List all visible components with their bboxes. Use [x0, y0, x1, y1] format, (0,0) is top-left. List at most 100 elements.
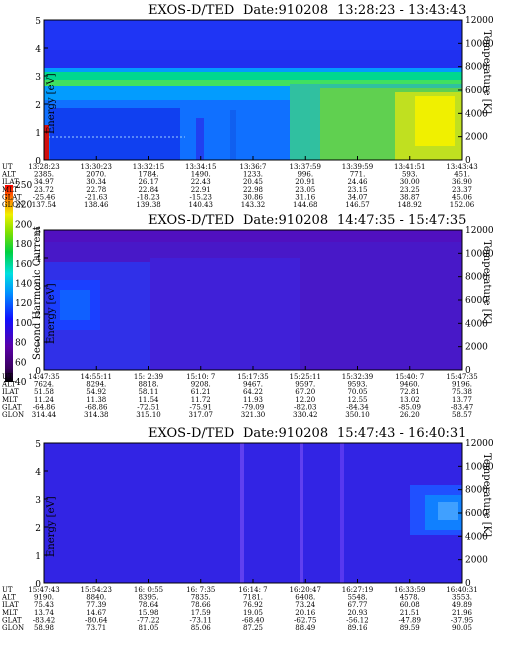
table-cell: 13:28:23: [28, 163, 59, 171]
table-cell: 13:37:59: [290, 163, 321, 171]
table-cell: 1233.: [243, 171, 263, 179]
panel-2: EXOS-D/TED Date:910208 14:47:35 - 15:47:…: [1, 213, 494, 419]
table-cell: 16:27:19: [342, 586, 373, 594]
y-tick-label: 0: [35, 367, 41, 377]
table-cell: 30.34: [86, 178, 107, 186]
y-tick-label: 2: [35, 524, 41, 534]
table-cell: 7181.: [243, 594, 263, 602]
table-cell: -64.86: [33, 403, 56, 411]
y2-tick-label: 8000: [465, 486, 488, 496]
table-row-label: GLAT: [2, 616, 22, 624]
table-cell: -75.91: [190, 403, 212, 411]
table-row-label: GLON: [2, 411, 24, 419]
table-cell: 22.84: [138, 186, 159, 194]
table-cell: 148.92: [398, 201, 423, 209]
y2-tick-label: 8000: [465, 63, 488, 73]
table-cell: 34.07: [347, 193, 367, 201]
colorbar-tick-label: 40: [15, 378, 27, 388]
table-cell: 26.17: [138, 178, 158, 186]
table-cell: 138.46: [84, 201, 109, 209]
table-cell: 20.91: [295, 178, 315, 186]
panel-3-date: Date:910208: [243, 426, 328, 441]
y2-tick-label: 4000: [465, 532, 488, 542]
table-cell: -84.34: [346, 403, 369, 411]
colorbar-tick-label: 100: [15, 319, 32, 329]
table-cell: 13:43:43: [446, 163, 477, 171]
table-cell: 16:20:47: [290, 586, 321, 594]
table-cell: 13:36:7: [240, 163, 267, 171]
table-cell: -25.46: [33, 193, 56, 201]
table-row-label: MLT: [2, 186, 18, 194]
table-cell: -56.12: [346, 616, 368, 624]
y2-tick-label: 2000: [465, 133, 488, 143]
table-cell: -15.23: [190, 193, 212, 201]
table-cell: 85.06: [191, 624, 212, 632]
panel-2-title: EXOS-D/TED: [148, 213, 234, 228]
table-cell: 8818.: [138, 381, 158, 389]
panel-3-heatmap: [44, 443, 462, 583]
table-cell: 19.05: [243, 609, 263, 617]
panel-1-date: Date:910208: [243, 3, 328, 18]
table-cell: 143.32: [241, 201, 266, 209]
table-cell: 17.59: [191, 609, 211, 617]
panel-1: EXOS-D/TED Date:910208 13:28:23 - 13:43:…: [1, 3, 494, 209]
panel-2-time-range: 14:47:35 - 15:47:35: [337, 213, 466, 228]
y-tick-label: 1: [35, 129, 41, 139]
colorbar-tick-label: 120: [15, 299, 32, 309]
table-cell: 30.86: [243, 193, 264, 201]
table-row-label: ALT: [1, 381, 16, 389]
table-row-label: MLT: [2, 609, 18, 617]
table-cell: -79.09: [242, 403, 264, 411]
colorbar-tick-label: 200: [15, 220, 32, 230]
table-cell: 45.06: [452, 193, 473, 201]
table-cell: 60.08: [400, 601, 420, 609]
panel-3-y2label: Temperature [K]: [481, 453, 492, 537]
table-cell: 89.16: [347, 624, 368, 632]
y-tick-label: 1: [35, 339, 41, 349]
table-cell: -37.95: [451, 616, 473, 624]
y-tick-label: 3: [35, 283, 41, 293]
table-cell: 58.11: [138, 388, 158, 396]
table-cell: 15:17:35: [237, 373, 268, 381]
table-cell: 7835.: [191, 594, 211, 602]
table-cell: 8840.: [86, 594, 106, 602]
table-cell: 7624.: [34, 381, 54, 389]
table-cell: 13:30:23: [81, 163, 112, 171]
table-cell: 16:14: 7: [238, 586, 267, 594]
table-cell: 8294.: [86, 381, 106, 389]
table-cell: 67.77: [347, 601, 367, 609]
table-cell: 14.67: [86, 609, 106, 617]
colorbar-tick-label: 60: [15, 358, 27, 368]
table-cell: 152.06: [450, 201, 475, 209]
table-cell: 9196.: [452, 381, 472, 389]
y2-tick-label: 10000: [465, 39, 494, 49]
table-cell: 75.43: [34, 601, 54, 609]
y2-tick-label: 12000: [465, 439, 494, 449]
table-cell: -68.86: [85, 403, 108, 411]
table-cell: 9597.: [295, 381, 315, 389]
y-tick-label: 5: [35, 440, 41, 450]
table-cell: 90.05: [452, 624, 472, 632]
y2-tick-label: 6000: [465, 296, 488, 306]
table-cell: 11.54: [138, 396, 159, 404]
table-cell: 15:10: 7: [186, 373, 215, 381]
panel-3-ylabel: Energy [eV]: [46, 496, 57, 557]
y-tick-label: 1: [35, 552, 41, 562]
table-cell: 2385.: [34, 171, 54, 179]
table-cell: 13:32:15: [133, 163, 164, 171]
table-cell: 140.43: [189, 201, 214, 209]
colorbar-label: Second Harmonic Current: [32, 226, 43, 360]
table-cell: 144.68: [293, 201, 318, 209]
colorbar-tick-label: 140: [15, 280, 32, 290]
table-cell: 314.44: [32, 411, 57, 419]
table-cell: 12.55: [347, 396, 367, 404]
table-cell: 15:32:39: [342, 373, 373, 381]
table-cell: -72.51: [137, 403, 159, 411]
table-cell: 5548.: [347, 594, 367, 602]
table-cell: 9460.: [400, 381, 420, 389]
table-cell: 11.93: [243, 396, 263, 404]
table-cell: 330.42: [293, 411, 318, 419]
table-cell: -77.22: [137, 616, 159, 624]
table-cell: 13.02: [400, 396, 420, 404]
table-cell: 20.93: [347, 609, 367, 617]
